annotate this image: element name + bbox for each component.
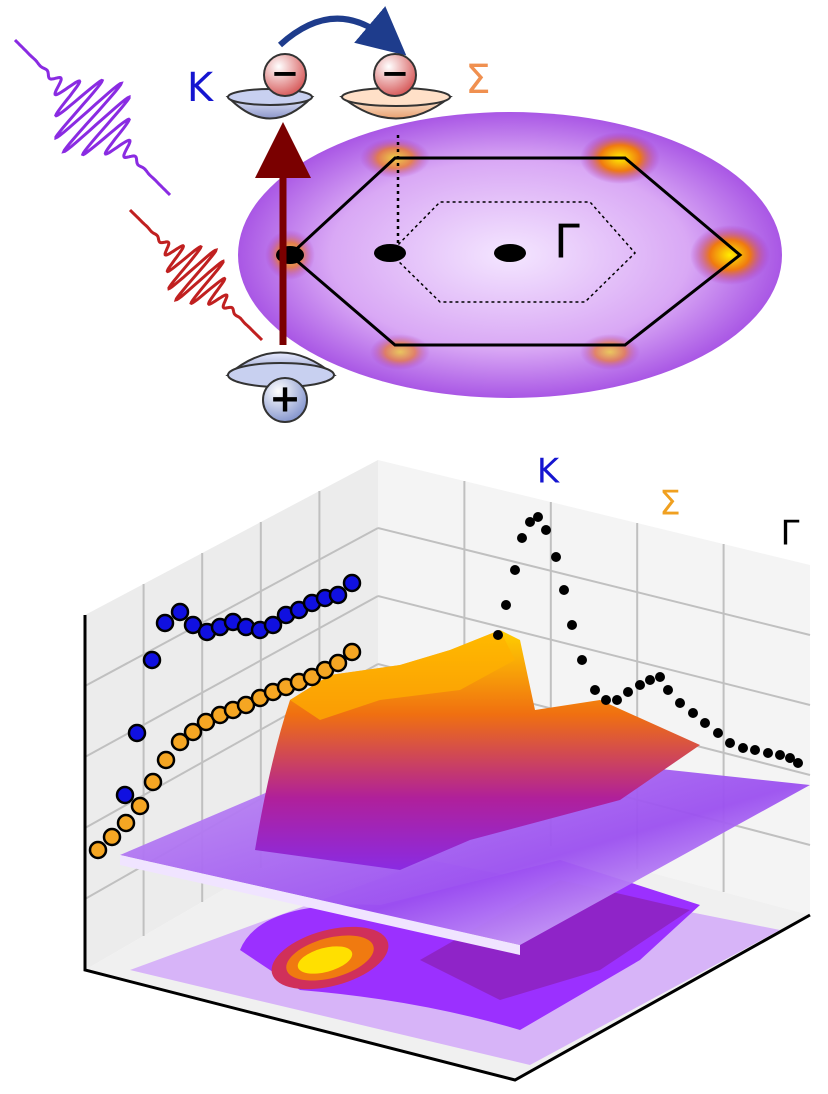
black-point xyxy=(517,533,527,543)
black-point xyxy=(688,708,698,718)
orange-point xyxy=(328,653,348,673)
grid-line xyxy=(377,595,811,706)
orange-point xyxy=(170,732,190,752)
black-point xyxy=(533,512,543,522)
k-label: K xyxy=(187,65,215,111)
black-point xyxy=(559,585,569,595)
electron xyxy=(373,53,417,97)
charge: − xyxy=(271,54,300,94)
black-point xyxy=(663,685,673,695)
black-point xyxy=(675,698,685,708)
charge: − xyxy=(381,54,410,94)
blue-point xyxy=(115,785,135,805)
zone-hexagon xyxy=(287,156,743,347)
sigma-point xyxy=(374,244,406,262)
axes xyxy=(83,615,811,1082)
blue-point xyxy=(170,602,190,622)
probe-pulse xyxy=(128,208,264,342)
black-point xyxy=(493,630,503,640)
black-point xyxy=(763,748,773,758)
orange-point xyxy=(130,796,150,816)
black-point xyxy=(793,758,803,768)
blue-point xyxy=(328,585,348,605)
orange-point xyxy=(342,642,362,662)
grid-line xyxy=(377,527,811,636)
gamma-point xyxy=(494,244,526,262)
blue-point xyxy=(263,615,283,635)
sigma-label: Σ xyxy=(659,484,680,524)
surface xyxy=(120,630,810,955)
black-point xyxy=(501,600,511,610)
black-point xyxy=(635,680,645,690)
black-point xyxy=(645,675,655,685)
blue-point xyxy=(142,650,162,670)
black-point xyxy=(775,750,785,760)
black-point xyxy=(590,685,600,695)
black-point xyxy=(510,565,520,575)
blue-point xyxy=(155,613,175,633)
black-point xyxy=(577,655,587,665)
gamma-label: Γ xyxy=(781,514,800,554)
contour xyxy=(130,860,780,1065)
gamma-label: Γ xyxy=(554,215,580,269)
black-point xyxy=(525,517,535,527)
black-point xyxy=(551,552,561,562)
orange-point xyxy=(156,750,176,770)
orange-point xyxy=(143,772,163,792)
black-point xyxy=(567,620,577,630)
blue-point xyxy=(127,723,147,743)
black-point xyxy=(623,687,633,697)
grid-line xyxy=(84,527,379,687)
k-label: K xyxy=(537,452,561,492)
black-point xyxy=(725,738,735,748)
orange-point xyxy=(88,840,108,860)
black-point xyxy=(655,672,665,682)
inner-hexagon xyxy=(388,201,637,303)
black-point xyxy=(750,745,760,755)
electron xyxy=(263,53,307,97)
scattering-arrow xyxy=(277,6,407,56)
orange-point xyxy=(102,827,122,847)
blue-point xyxy=(342,573,362,593)
orange-point xyxy=(116,813,136,833)
black-point xyxy=(612,695,622,705)
black-point xyxy=(700,718,710,728)
charge: + xyxy=(269,377,301,421)
orange-point xyxy=(183,722,203,742)
black-point xyxy=(601,695,611,705)
black-point xyxy=(541,525,551,535)
black-point xyxy=(785,753,795,763)
points xyxy=(88,512,803,860)
black-point xyxy=(713,728,723,738)
sigma-label: Σ xyxy=(465,57,490,103)
black-point xyxy=(738,743,748,753)
hole xyxy=(262,377,308,423)
pump-pulse xyxy=(13,38,172,197)
